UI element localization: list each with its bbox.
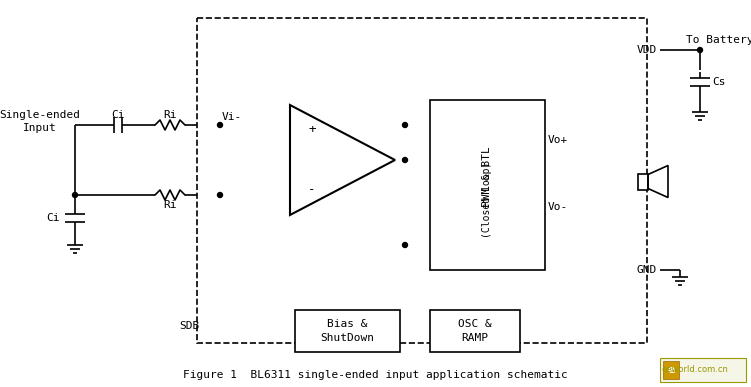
- Text: Cs: Cs: [712, 77, 725, 87]
- Circle shape: [698, 48, 702, 53]
- Text: Figure 1  BL6311 single-ended input application schematic: Figure 1 BL6311 single-ended input appli…: [182, 370, 567, 380]
- Text: Input: Input: [23, 123, 57, 133]
- Bar: [660, 358, 746, 382]
- Text: To Battery: To Battery: [686, 35, 751, 45]
- Text: Vo-: Vo-: [548, 202, 569, 212]
- Circle shape: [73, 192, 77, 197]
- Circle shape: [403, 158, 408, 163]
- Circle shape: [403, 123, 408, 127]
- Text: (Closed Loop): (Closed Loop): [482, 162, 493, 238]
- Text: ShutDown: ShutDown: [321, 333, 375, 343]
- Bar: [295, 310, 400, 352]
- Text: Vi-: Vi-: [222, 112, 243, 122]
- Circle shape: [218, 192, 222, 197]
- Circle shape: [218, 123, 222, 127]
- Text: VDD: VDD: [637, 45, 657, 55]
- Text: SDB: SDB: [179, 321, 200, 331]
- Text: RAMP: RAMP: [462, 333, 488, 343]
- Bar: [197, 18, 647, 343]
- Text: Ri: Ri: [163, 200, 176, 210]
- Bar: [430, 100, 545, 270]
- Text: +: +: [308, 123, 315, 137]
- Text: Single-ended: Single-ended: [0, 110, 80, 120]
- Text: Ci: Ci: [47, 213, 60, 223]
- Text: OSC &: OSC &: [458, 319, 492, 329]
- Text: PWM & BTL: PWM & BTL: [482, 147, 493, 207]
- Text: Vo+: Vo+: [548, 135, 569, 145]
- Text: Ri: Ri: [163, 110, 176, 120]
- Text: eeworld.com.cn: eeworld.com.cn: [662, 365, 728, 375]
- Text: Ci: Ci: [111, 110, 125, 120]
- Text: GND: GND: [637, 265, 657, 275]
- Text: e: e: [667, 365, 674, 375]
- Bar: [430, 310, 520, 352]
- Bar: [663, 361, 679, 379]
- Circle shape: [403, 243, 408, 248]
- Text: Bias &: Bias &: [327, 319, 368, 329]
- Bar: [638, 173, 648, 190]
- Text: -: -: [308, 183, 315, 197]
